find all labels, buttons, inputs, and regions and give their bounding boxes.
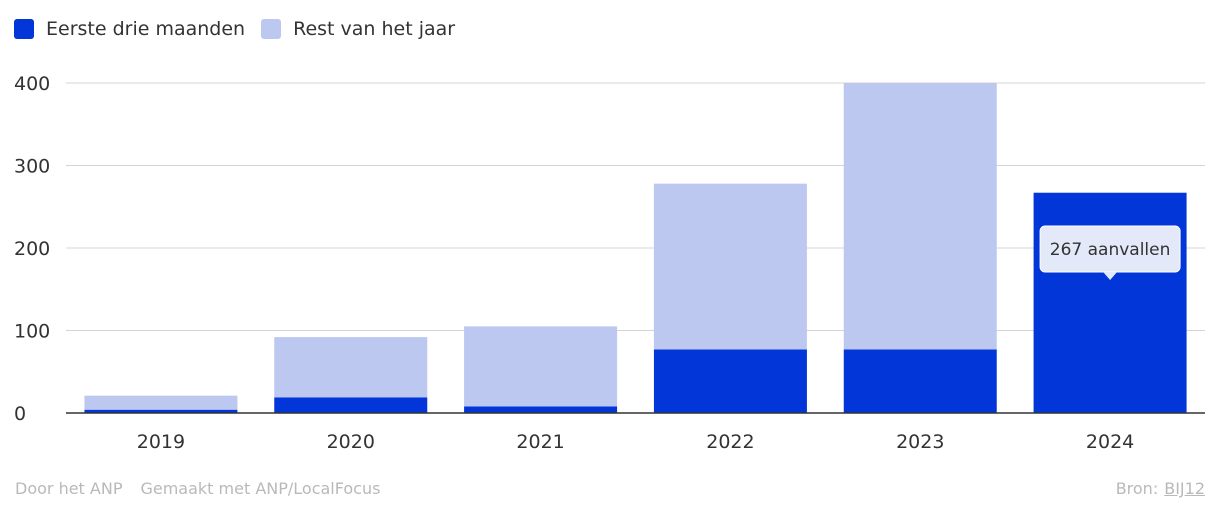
tooltip-pointer [1103,272,1118,280]
x-tick-label-2023: 2023 [896,431,944,453]
legend-label-eerste-drie-maanden: Eerste drie maanden [46,18,246,40]
x-tick-label-2021: 2021 [516,431,564,453]
chart-source: Bron: BIJ12 [1116,479,1205,498]
x-tick-label-2022: 2022 [706,431,754,453]
bar-2023-rest-van-het-jaar[interactable] [843,83,997,350]
legend-label-rest-van-het-jaar: Rest van het jaar [293,18,456,40]
bar-2022-rest-van-het-jaar[interactable] [653,183,807,350]
chart-footer: Door het ANP Gemaakt met ANP/LocalFocus [15,479,398,498]
legend-swatch-eerste-drie-maanden [14,19,34,39]
legend-item-eerste-drie-maanden[interactable]: Eerste drie maanden [14,18,245,40]
x-tick-label-2024: 2024 [1086,431,1134,453]
stacked-bar-chart: 0 100 200 300 400 2019 2020 2021 2022 2023 2024 267… [14,73,1205,453]
legend-swatch-rest-van-het-jaar [261,19,282,39]
chart-legend: Eerste drie maanden Rest van het jaar [14,18,471,40]
y-tick-label-400: 400 [14,73,50,95]
footer-made-with[interactable]: Gemaakt met ANP/LocalFocus [140,479,381,498]
x-tick-label-2019: 2019 [137,431,185,453]
bar-2019-rest-van-het-jaar[interactable] [84,395,238,410]
bar-2021-eerste-drie-maanden[interactable] [464,406,618,413]
y-tick-label-100: 100 [14,321,50,343]
y-tick-label-0: 0 [14,403,26,425]
x-tick-label-2020: 2020 [327,431,375,453]
bar-2019-eerste-drie-maanden[interactable] [84,409,238,413]
bar-2023-eerste-drie-maanden[interactable] [843,349,997,413]
y-tick-label-200: 200 [14,238,50,260]
y-tick-label-300: 300 [14,156,50,178]
source-link[interactable]: BIJ12 [1164,479,1205,498]
tooltip-text: 267 aanvallen [1050,240,1171,260]
bar-2021-rest-van-het-jaar[interactable] [464,326,618,407]
bar-2020-eerste-drie-maanden[interactable] [274,397,428,413]
footer-author: Door het ANP [15,479,123,498]
source-label: Bron: [1115,479,1159,498]
bar-2020-rest-van-het-jaar[interactable] [274,337,428,398]
bar-2022-eerste-drie-maanden[interactable] [653,349,807,413]
legend-item-rest-van-het-jaar[interactable]: Rest van het jaar [261,18,455,40]
